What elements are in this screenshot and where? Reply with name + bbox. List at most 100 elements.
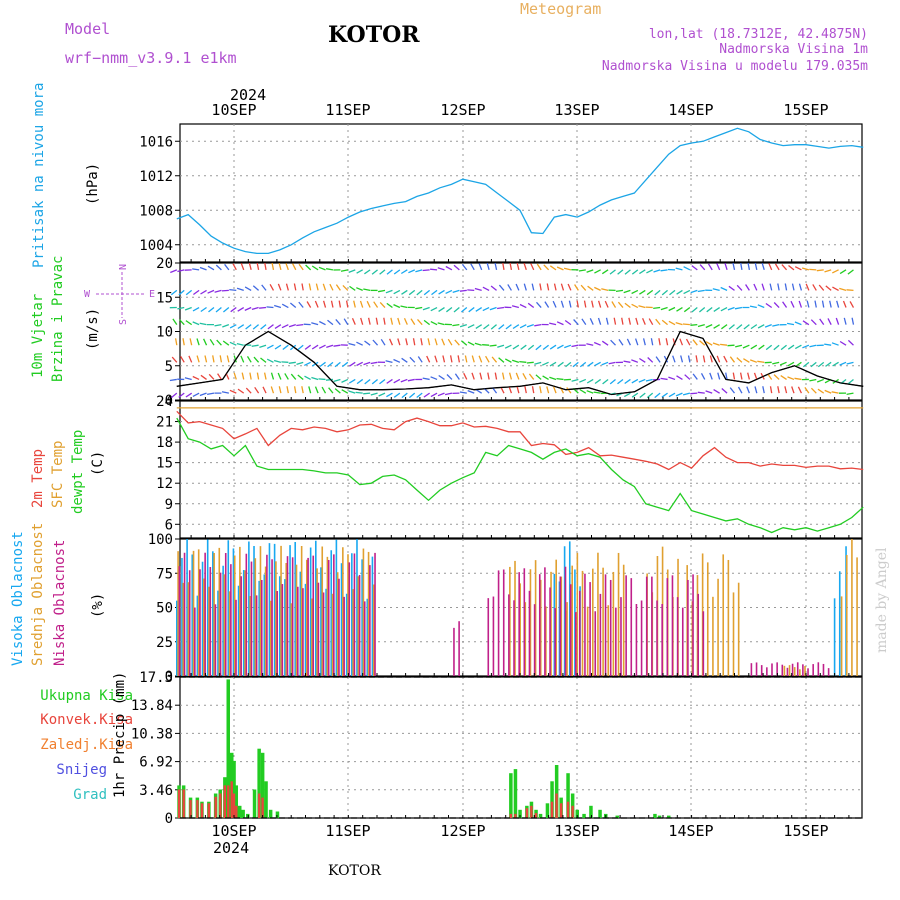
wind-panel: 0 5 10 15 20 <box>156 256 864 409</box>
wind-barb <box>174 338 178 346</box>
wind-barb <box>482 344 490 346</box>
precip-ylabel-text: 1hr Precip <box>112 714 128 798</box>
wind-barb <box>676 375 683 381</box>
wind-barb <box>690 392 698 395</box>
wind-barb <box>631 289 639 295</box>
wind-barb <box>319 361 326 368</box>
total_precip-bar <box>260 752 265 818</box>
wind-barb <box>639 357 646 363</box>
wind-barb <box>527 344 535 351</box>
wind-barb <box>409 356 416 363</box>
wind-barb <box>262 386 267 394</box>
wind-barb <box>328 387 334 394</box>
wind-barb <box>564 319 572 326</box>
wind-barb <box>549 361 557 367</box>
wind-barb <box>773 344 780 351</box>
wind-barb <box>329 283 334 291</box>
wind-barb <box>475 306 483 312</box>
wind-barb <box>658 338 661 346</box>
wind-barb <box>568 300 572 308</box>
wind-barb <box>605 317 609 325</box>
wind-barb <box>736 357 743 363</box>
wind-barb <box>843 317 847 325</box>
wind-barb <box>284 373 289 380</box>
conv_precip-bar <box>196 800 199 818</box>
wind-barb <box>260 324 267 330</box>
wind-barb <box>515 372 520 380</box>
legend-total-precip: Ukupna Kisa <box>40 688 133 704</box>
wind-barb <box>379 301 386 308</box>
wind-barb <box>535 344 542 351</box>
wind-barb <box>557 361 564 368</box>
wind-barb <box>327 361 334 368</box>
wind-barb <box>463 372 468 380</box>
wind-barb <box>393 358 401 363</box>
temperature-ytick-label: 15 <box>156 456 173 472</box>
wind-barb <box>819 318 825 326</box>
wind-barb <box>639 289 646 295</box>
wind-barb <box>601 361 609 366</box>
wind-barb <box>623 289 631 294</box>
wind-barb <box>713 389 720 394</box>
wind-barb <box>702 355 706 363</box>
wind-barb <box>222 307 230 313</box>
total_precip-bar <box>598 809 602 818</box>
wind-barb <box>564 344 572 349</box>
wind-barb <box>273 359 282 363</box>
day-tick-label: 11SEP <box>325 822 370 840</box>
wind-barb <box>345 300 349 308</box>
wind-barb <box>583 300 587 308</box>
wind-barb <box>256 262 260 270</box>
conv_precip-bar <box>207 803 210 818</box>
total_precip-bar <box>538 813 543 818</box>
precip-ytick-label: 3.46 <box>139 783 173 799</box>
wind-barb <box>736 324 743 330</box>
wind-barb <box>216 339 222 346</box>
wind-barb <box>452 289 460 294</box>
wind-barb <box>393 289 401 295</box>
wind-barb <box>487 372 490 380</box>
wind-barb <box>501 372 505 380</box>
wind-barb <box>298 301 304 308</box>
conv_precip-bar <box>530 805 533 818</box>
lonlat-label: lon,lat (18.7312E, 42.4875N) <box>649 27 868 42</box>
wind-barb <box>810 361 817 368</box>
wind-barb <box>498 284 505 291</box>
wind-barb <box>229 288 237 292</box>
wind-barb <box>182 338 185 346</box>
wind-barb <box>801 267 810 271</box>
wind-barb <box>777 283 780 291</box>
wind-barb <box>170 269 178 274</box>
wind-barb <box>184 306 192 311</box>
wind-barb <box>172 318 178 326</box>
wind-barb <box>178 289 185 296</box>
wind-barb <box>567 283 572 291</box>
total_precip-bar <box>264 781 268 818</box>
wind-barb <box>690 289 698 294</box>
wind-speed-line <box>176 330 864 396</box>
wind-barb <box>486 262 490 271</box>
wind-barb <box>430 306 438 312</box>
wind-barb <box>251 306 259 311</box>
wind-barb <box>207 265 215 271</box>
wind-barb <box>762 386 765 394</box>
wind-barb <box>185 392 193 398</box>
wind-barb <box>539 283 542 291</box>
wind-barb <box>380 338 386 346</box>
wind-barb <box>571 344 579 348</box>
pressure-pressure-line <box>176 127 864 255</box>
total_precip-bar <box>566 773 570 818</box>
wind-barb <box>839 340 847 346</box>
wind-barb <box>359 300 364 308</box>
wind-barb <box>363 288 371 292</box>
wind-barb <box>832 361 839 367</box>
wind-barb <box>390 317 394 325</box>
wind-barb <box>556 344 564 350</box>
wind-barb <box>446 374 453 380</box>
wind-barb <box>342 284 349 291</box>
wind-barb <box>467 289 475 292</box>
wind-barb <box>467 389 475 394</box>
wind-barb <box>177 269 185 273</box>
wind-barb <box>851 317 855 325</box>
wind-barb <box>261 284 267 291</box>
